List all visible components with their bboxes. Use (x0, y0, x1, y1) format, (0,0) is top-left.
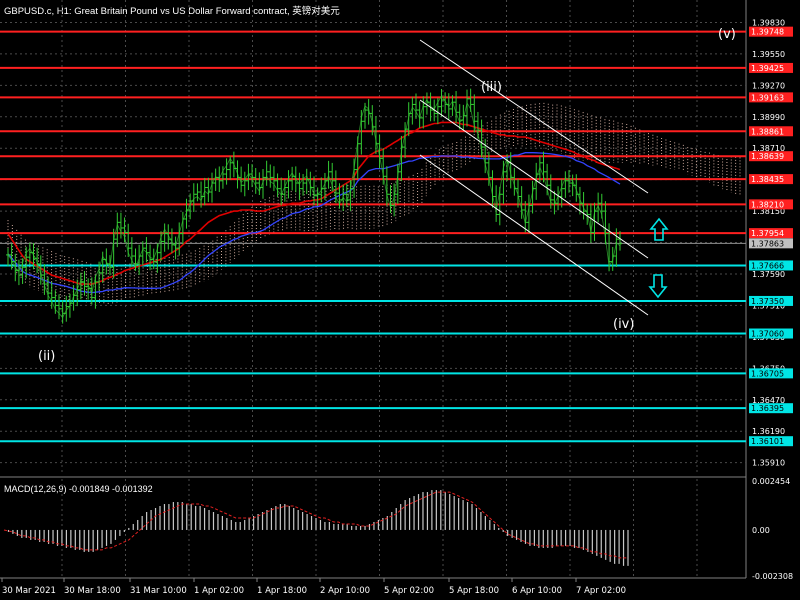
support-price-tag (749, 436, 793, 447)
grid (0, 0, 746, 578)
x-tick-label: 5 Apr 18:00 (449, 586, 499, 596)
price-bars (6, 88, 622, 324)
channel-lower-line (419, 154, 649, 316)
support-price-label: 1.36101 (751, 437, 784, 446)
resistance-price-label: 1.39163 (751, 93, 784, 102)
support-price-tag (749, 328, 793, 339)
channel-middle-line (419, 99, 649, 259)
support-price-tag (749, 295, 793, 306)
support-price-label: 1.37060 (751, 330, 784, 339)
resistance-levels (0, 26, 793, 239)
x-tick-label: 1 Apr 18:00 (257, 586, 307, 596)
resistance-price-label: 1.39748 (751, 28, 784, 37)
resistance-price-tag (749, 26, 793, 37)
support-price-tag (749, 403, 793, 414)
y-tick-label: 1.37590 (752, 270, 785, 279)
macd-title: MACD(12,26,9) -0.001849 -0.001392 (4, 484, 153, 494)
chart-title: GBPUSD.c, H1: Great Britain Pound vs US … (4, 6, 340, 17)
resistance-price-label: 1.38210 (751, 200, 784, 209)
y-tick-label: 1.35910 (752, 459, 785, 468)
support-price-label: 1.36395 (751, 404, 784, 413)
support-price-label: 1.37666 (751, 261, 784, 270)
up-arrow-icon (649, 217, 669, 241)
resistance-price-label: 1.37954 (751, 229, 784, 238)
macd-y-tick-label: 0.00 (752, 526, 770, 535)
support-price-label: 1.36705 (751, 369, 784, 378)
x-tick-label: 1 Apr 02:00 (194, 586, 244, 596)
macd-y-tick-label: 0.002454 (752, 477, 790, 486)
y-tick-label: 1.39830 (752, 18, 785, 27)
resistance-price-label: 1.39425 (751, 64, 784, 73)
support-price-label: 1.37350 (751, 297, 784, 306)
macd-signal-line (3, 491, 628, 559)
macd-y-tick-label: -0.002308 (752, 572, 793, 581)
resistance-price-label: 1.38435 (751, 175, 784, 184)
wave-label-ii: (ii) (38, 349, 55, 364)
macd-histogram (7, 490, 629, 566)
x-tick-label: 2 Apr 10:00 (320, 586, 370, 596)
y-tick-label: 1.39550 (752, 50, 785, 59)
resistance-price-tag (749, 92, 793, 103)
resistance-price-label: 1.38639 (751, 152, 784, 161)
wave-label-v: (v) (718, 27, 736, 42)
down-arrow-icon (648, 274, 668, 299)
x-tick-label: 30 Mar 18:00 (64, 586, 121, 596)
y-tick-label: 1.36470 (752, 396, 785, 405)
y-tick-label: 1.36190 (752, 427, 785, 436)
y-tick-label: 1.39270 (752, 81, 785, 90)
current-price-label: 1.37863 (751, 239, 784, 248)
resistance-price-tag (749, 126, 793, 137)
resistance-price-tag (749, 199, 793, 210)
resistance-price-tag (749, 151, 793, 162)
resistance-price-tag (749, 228, 793, 239)
wave-label-iv: (iv) (613, 317, 634, 332)
channel-upper-line (419, 39, 649, 194)
x-tick-label: 31 Mar 10:00 (130, 586, 187, 596)
resistance-price-tag (749, 62, 793, 73)
resistance-price-tag (749, 174, 793, 185)
x-tick-label: 30 Mar 2021 (2, 586, 56, 596)
baseline-line (7, 152, 621, 294)
y-tick-label: 1.38710 (752, 144, 785, 153)
x-tick-label: 7 Apr 02:00 (576, 586, 626, 596)
x-tick-label: 6 Apr 10:00 (512, 586, 562, 596)
x-tick-label: 5 Apr 02:00 (384, 586, 434, 596)
y-tick-label: 1.38150 (752, 207, 785, 216)
wave-label-iii: (iii) (481, 80, 502, 95)
support-levels (0, 260, 793, 447)
support-price-tag (749, 260, 793, 271)
support-price-tag (749, 368, 793, 379)
y-tick-label: 1.38990 (752, 113, 785, 122)
resistance-price-label: 1.38861 (751, 127, 784, 136)
current-price-tag (749, 238, 793, 249)
